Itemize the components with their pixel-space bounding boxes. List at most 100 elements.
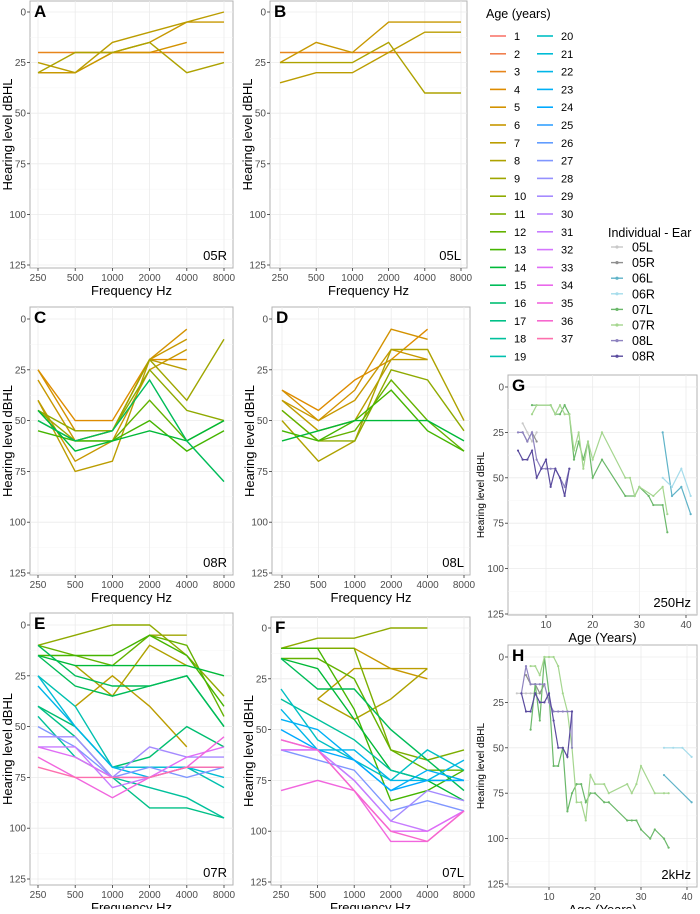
point-07R bbox=[586, 440, 590, 443]
point-07R bbox=[557, 664, 560, 668]
x-tick-label: 8000 bbox=[453, 890, 476, 901]
point-07R bbox=[558, 404, 562, 407]
point-07L bbox=[558, 413, 562, 416]
x-tick-label: 4000 bbox=[176, 273, 199, 284]
point-08R bbox=[544, 458, 548, 461]
x-tick-label: 1000 bbox=[341, 273, 364, 284]
plot-panel-border bbox=[507, 374, 698, 616]
legend-point-07L bbox=[615, 307, 619, 311]
panel-g: 0 25 50 75 100 125 10 20 30 40 Age (Years) Hearing … bbox=[476, 374, 698, 645]
point-07L bbox=[607, 801, 610, 804]
plot-panel-border bbox=[29, 306, 234, 576]
point-07R bbox=[591, 458, 594, 461]
point-05L bbox=[529, 692, 532, 695]
series-line-age-12 bbox=[281, 657, 464, 771]
point-07R bbox=[639, 764, 643, 768]
point-07L bbox=[563, 404, 566, 407]
x-tick-label: 10 bbox=[540, 620, 552, 631]
y-tick-label: 0 bbox=[262, 315, 268, 326]
point-07R bbox=[652, 494, 655, 498]
point-08L bbox=[534, 683, 537, 686]
point-07R bbox=[600, 431, 604, 434]
y-tick-label: 75 bbox=[493, 519, 505, 530]
series-line-age-37 bbox=[37, 766, 224, 779]
series-line-age-12 bbox=[37, 634, 225, 717]
age-legend-title: Age (years) bbox=[486, 7, 551, 21]
point-07L bbox=[662, 837, 666, 840]
point-08R bbox=[521, 458, 524, 461]
x-tick-label: 2000 bbox=[138, 580, 161, 591]
x-tick-label: 4000 bbox=[176, 890, 199, 901]
point-08L bbox=[561, 710, 564, 713]
y-tick-label: 50 bbox=[15, 416, 27, 427]
x-axis-title: Age (Years) bbox=[568, 630, 636, 645]
y-tick-label: 25 bbox=[15, 365, 27, 376]
x-tick-label: 4000 bbox=[416, 890, 439, 901]
legend-label-individual: 06L bbox=[632, 272, 653, 286]
point-07R bbox=[666, 513, 669, 516]
x-tick-label: 4000 bbox=[414, 273, 437, 284]
point-08L bbox=[549, 467, 552, 470]
point-07L bbox=[639, 828, 643, 831]
point-07R bbox=[638, 485, 641, 488]
point-07R bbox=[529, 664, 532, 668]
y-tick-label: 75 bbox=[15, 467, 27, 478]
legend-label-age: 5 bbox=[514, 102, 520, 114]
legend-label-age: 26 bbox=[561, 138, 573, 150]
point-07R bbox=[584, 819, 587, 822]
y-tick-label: 50 bbox=[15, 722, 27, 733]
series-line-age-14 bbox=[37, 409, 225, 452]
x-tick-label: 8000 bbox=[213, 890, 236, 901]
legend-label-age: 36 bbox=[561, 316, 573, 328]
plot-panel-border bbox=[507, 644, 698, 888]
legend-point-08L bbox=[615, 339, 619, 343]
panel-letter: D bbox=[276, 308, 288, 327]
point-07R bbox=[593, 783, 597, 786]
point-08R bbox=[547, 692, 551, 695]
point-07L bbox=[652, 503, 655, 507]
point-07L bbox=[624, 494, 627, 498]
series-line-age-7 bbox=[37, 11, 225, 74]
panel-b: 0 25 50 75 100 125 250 500 1000 2000 4000 8000 Frequ… bbox=[240, 0, 473, 298]
series-line-06R bbox=[664, 747, 693, 758]
point-07L bbox=[600, 458, 604, 461]
legend-label-age: 35 bbox=[561, 298, 573, 310]
series-line-age-8 bbox=[37, 41, 225, 74]
point-08R bbox=[529, 710, 532, 713]
legend-label-age: 15 bbox=[514, 280, 526, 292]
series-line-age-13 bbox=[38, 634, 225, 707]
x-tick-label: 1000 bbox=[101, 580, 124, 591]
series-line-age-14 bbox=[281, 419, 465, 442]
individual-legend-title: Individual - Ear bbox=[608, 226, 691, 240]
x-tick-label: 4000 bbox=[176, 580, 199, 591]
y-tick-label: 125 bbox=[250, 878, 267, 889]
x-tick-label: 8000 bbox=[453, 580, 476, 591]
series-line-age-29 bbox=[38, 736, 224, 779]
point-07R bbox=[589, 773, 592, 777]
legend-label-age: 11 bbox=[514, 209, 525, 221]
y-axis-title: Hearing level dBHL bbox=[0, 693, 15, 805]
y-tick-label: 50 bbox=[257, 416, 269, 427]
point-07L bbox=[603, 801, 606, 804]
point-08L bbox=[535, 458, 538, 461]
point-07R bbox=[575, 801, 578, 804]
point-07R bbox=[549, 404, 552, 407]
panel-letter: E bbox=[34, 614, 45, 633]
y-tick-label: 0 bbox=[498, 383, 504, 394]
x-tick-label: 30 bbox=[634, 620, 646, 631]
point-06L bbox=[680, 485, 683, 488]
frequency-label: 250Hz bbox=[653, 595, 691, 610]
point-08R bbox=[549, 485, 552, 488]
point-07L bbox=[653, 828, 656, 831]
point-07L bbox=[529, 728, 532, 731]
x-axis-title: Frequency Hz bbox=[331, 590, 412, 605]
point-05L bbox=[524, 692, 528, 695]
point-07R bbox=[626, 783, 629, 786]
panel-f: 0 25 50 75 100 125 250 500 1000 2000 4000 8000 Frequ… bbox=[241, 616, 476, 914]
y-tick-label: 100 bbox=[487, 564, 504, 575]
legend-label-individual: 07L bbox=[632, 303, 653, 317]
x-tick-label: 500 bbox=[67, 273, 84, 284]
series-line-age-20 bbox=[280, 688, 465, 782]
point-07R bbox=[561, 692, 564, 695]
